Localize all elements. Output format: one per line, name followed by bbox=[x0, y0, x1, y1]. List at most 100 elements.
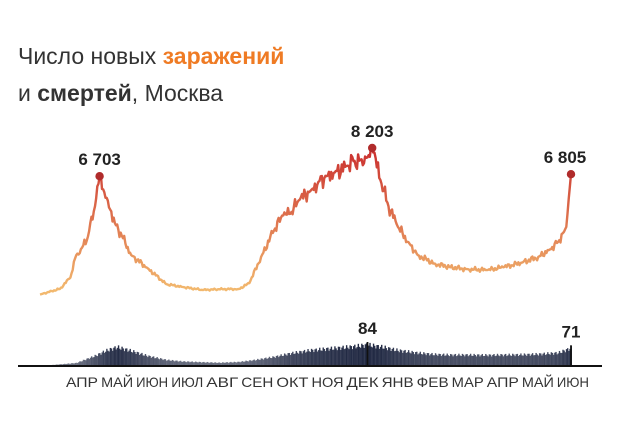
x-tick-label: ДЕК bbox=[347, 374, 380, 390]
deaths-bar bbox=[254, 360, 257, 366]
deaths-bar bbox=[197, 362, 199, 366]
deaths-bar bbox=[457, 355, 459, 366]
deaths-bar bbox=[444, 355, 446, 366]
deaths-bar bbox=[501, 354, 503, 366]
deaths-bar bbox=[165, 360, 168, 366]
deaths-bar bbox=[113, 347, 115, 366]
deaths-bar bbox=[371, 347, 374, 366]
deaths-bar bbox=[224, 362, 226, 366]
peak-marker-dot bbox=[95, 172, 104, 181]
deaths-bar bbox=[112, 350, 114, 366]
deaths-bar bbox=[315, 348, 317, 366]
deaths-bar bbox=[536, 354, 538, 366]
deaths-bar bbox=[226, 362, 229, 366]
deaths-bar bbox=[423, 352, 425, 366]
deaths-bar bbox=[533, 355, 535, 366]
deaths-bar bbox=[427, 353, 430, 366]
deaths-bar bbox=[458, 353, 460, 366]
deaths-peak-label: 84 bbox=[358, 319, 377, 338]
deaths-bar bbox=[562, 349, 564, 366]
deaths-bar bbox=[290, 353, 293, 366]
deaths-bar bbox=[542, 353, 544, 366]
deaths-bar bbox=[438, 353, 440, 366]
deaths-bar bbox=[358, 346, 361, 366]
deaths-bar bbox=[480, 355, 482, 366]
deaths-bar bbox=[395, 350, 397, 366]
x-tick-label: ОКТ bbox=[276, 374, 309, 390]
deaths-bar bbox=[135, 353, 137, 366]
deaths-bar bbox=[308, 351, 310, 366]
deaths-bar bbox=[151, 356, 154, 366]
deaths-bar bbox=[140, 353, 142, 366]
deaths-bar bbox=[286, 355, 288, 366]
deaths-bar bbox=[123, 351, 126, 366]
deaths-bar bbox=[418, 353, 420, 366]
x-tick-label: АПР bbox=[487, 374, 519, 390]
deaths-bar bbox=[561, 352, 563, 366]
deaths-bar bbox=[299, 350, 301, 366]
deaths-bar bbox=[66, 363, 68, 366]
title-infections-word: заражений bbox=[162, 43, 285, 69]
deaths-bar bbox=[163, 359, 165, 366]
deaths-bar bbox=[537, 355, 540, 366]
deaths-bar bbox=[550, 352, 553, 366]
x-axis-tick-labels: АПР МАЙ ИЮН ИЮЛ АВГ СЕН ОКТ НОЯ ДЕК ЯНВ ФЕВ МАР АПР М… bbox=[66, 373, 589, 390]
deaths-bar bbox=[324, 351, 327, 366]
deaths-bar bbox=[297, 353, 300, 366]
deaths-bar bbox=[379, 346, 382, 366]
deaths-bar bbox=[94, 354, 96, 366]
deaths-bar bbox=[486, 355, 488, 366]
deaths-bar bbox=[108, 351, 110, 366]
deaths-bar bbox=[478, 354, 480, 366]
deaths-bar bbox=[164, 359, 167, 366]
deaths-bar bbox=[388, 347, 390, 366]
x-tick-label: ИЮН bbox=[136, 374, 168, 390]
deaths-bar bbox=[264, 358, 266, 366]
deaths-bar bbox=[365, 343, 368, 366]
deaths-bar bbox=[148, 355, 150, 366]
deaths-bar bbox=[174, 361, 176, 366]
deaths-bar bbox=[168, 359, 170, 366]
deaths-bar bbox=[214, 362, 217, 366]
deaths-bar bbox=[433, 355, 436, 366]
deaths-bar bbox=[188, 361, 190, 366]
deaths-bar bbox=[171, 359, 174, 366]
deaths-bar bbox=[544, 354, 547, 366]
infections-peak-label: 6 805 bbox=[544, 148, 587, 167]
deaths-bar bbox=[260, 358, 262, 366]
deaths-bar bbox=[320, 350, 322, 366]
deaths-bar bbox=[92, 357, 94, 366]
deaths-bar bbox=[82, 359, 85, 366]
deaths-bar bbox=[548, 353, 550, 366]
deaths-bar bbox=[177, 361, 179, 366]
deaths-bar bbox=[400, 350, 403, 366]
deaths-bar bbox=[424, 353, 426, 366]
deaths-bar bbox=[196, 362, 198, 366]
deaths-bar bbox=[531, 353, 534, 366]
deaths-bar bbox=[378, 348, 381, 366]
deaths-bar bbox=[414, 352, 417, 366]
deaths-bar bbox=[417, 354, 419, 366]
deaths-bar bbox=[76, 362, 79, 366]
deaths-bar bbox=[535, 352, 537, 366]
deaths-bar bbox=[342, 345, 344, 366]
deaths-bar bbox=[105, 351, 107, 366]
deaths-bar bbox=[529, 355, 531, 366]
deaths-bar bbox=[392, 347, 395, 366]
deaths-bar bbox=[321, 350, 323, 366]
deaths-bar bbox=[117, 345, 120, 366]
deaths-bar bbox=[172, 360, 175, 366]
deaths-bar bbox=[190, 361, 192, 366]
deaths-bar bbox=[80, 361, 82, 366]
deaths-bar bbox=[257, 358, 259, 366]
deaths-bar bbox=[130, 351, 133, 366]
deaths-bar bbox=[412, 352, 414, 366]
deaths-bar bbox=[285, 354, 287, 366]
deaths-bar bbox=[349, 345, 351, 366]
deaths-bar bbox=[413, 354, 416, 366]
deaths-bar bbox=[514, 356, 516, 366]
deaths-bar bbox=[89, 357, 92, 366]
deaths-bar bbox=[280, 354, 282, 366]
deaths-bar bbox=[235, 362, 238, 366]
deaths-bar bbox=[421, 354, 424, 366]
